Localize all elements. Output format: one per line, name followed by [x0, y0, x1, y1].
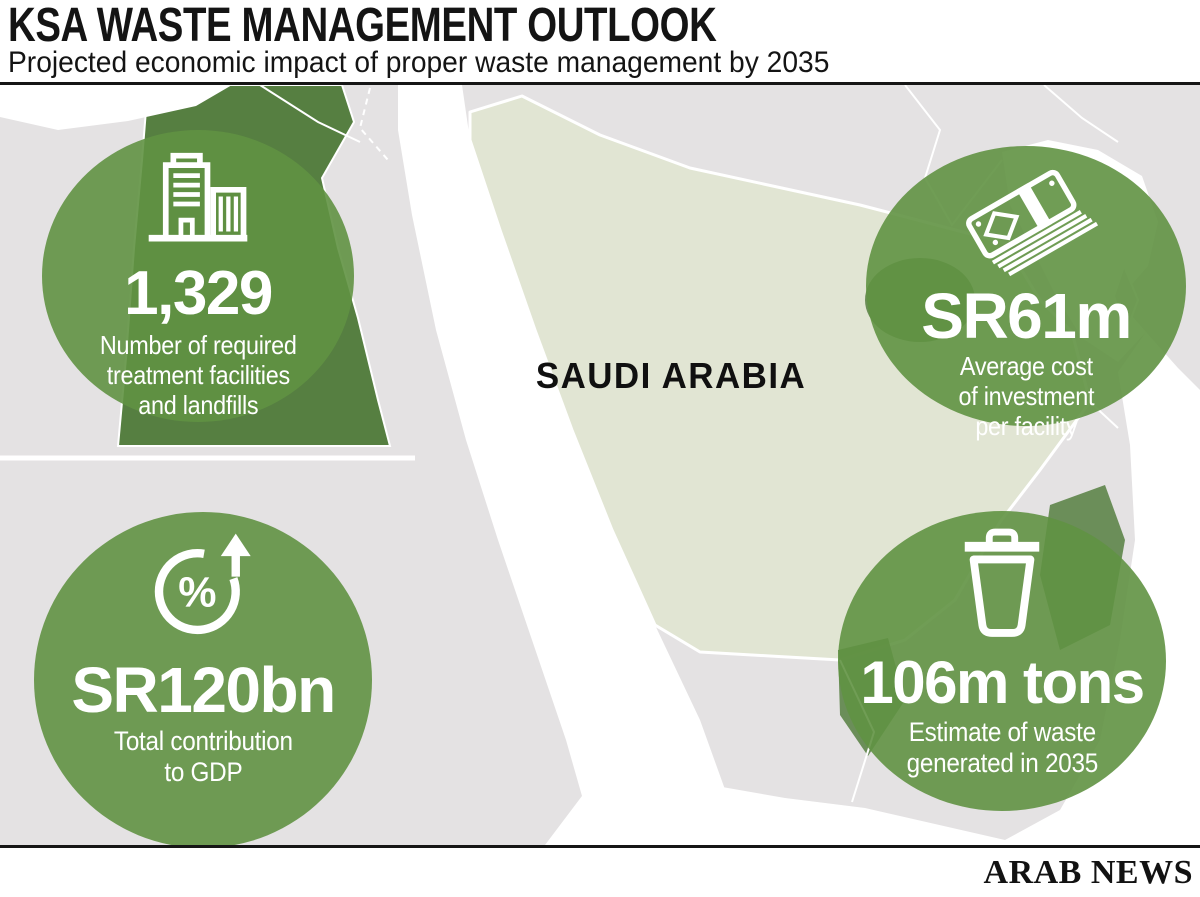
red-sea: [398, 85, 745, 845]
mediterranean-sea: [0, 85, 232, 130]
buildings-icon: [143, 148, 253, 243]
stat-circle-gdp-contribution: % SR120bn Total contribution to GDP: [34, 512, 372, 848]
footer: ARAB NEWS: [0, 845, 1200, 897]
stat-description: Total contribution to GDP: [113, 726, 293, 788]
stat-circle-treatment-facilities: 1,329 Number of required treatment facil…: [42, 130, 354, 422]
stat-value: SR61m: [921, 280, 1132, 352]
country-label: SAUDI ARABIA: [535, 355, 807, 396]
stat-value: 1,329: [124, 259, 273, 328]
banknotes-icon: [938, 158, 1114, 280]
stat-circle-waste-estimate: 106m tons Estimate of waste generated in…: [838, 511, 1166, 811]
stat-description: Estimate of waste generated in 2035: [906, 717, 1098, 779]
page-subtitle: Projected economic impact of proper wast…: [8, 46, 830, 79]
header: KSA WASTE MANAGEMENT OUTLOOK Projected e…: [0, 0, 1200, 85]
stat-description: Number of required treatment facilities …: [99, 330, 297, 421]
brand-logo: ARAB NEWS: [983, 853, 1193, 891]
stat-value: 106m tons: [860, 649, 1145, 716]
stat-circle-investment-cost: SR61m Average cost of investment per fac…: [866, 146, 1186, 441]
iran-interior-border: [1043, 85, 1119, 143]
percent-glyph: %: [178, 569, 216, 617]
stat-value: SR120bn: [71, 654, 336, 726]
israel-dashed-border: [358, 87, 389, 161]
jordan-iraq-border: [259, 85, 361, 143]
percent-growth-icon: %: [144, 528, 262, 644]
page-title: KSA WASTE MANAGEMENT OUTLOOK: [8, 0, 717, 52]
stat-description: Average cost of investment per facility: [958, 351, 1094, 442]
trash-icon: [953, 527, 1051, 639]
map-area: SAUDI ARABIA 1,329 Number of required tr…: [0, 85, 1200, 848]
